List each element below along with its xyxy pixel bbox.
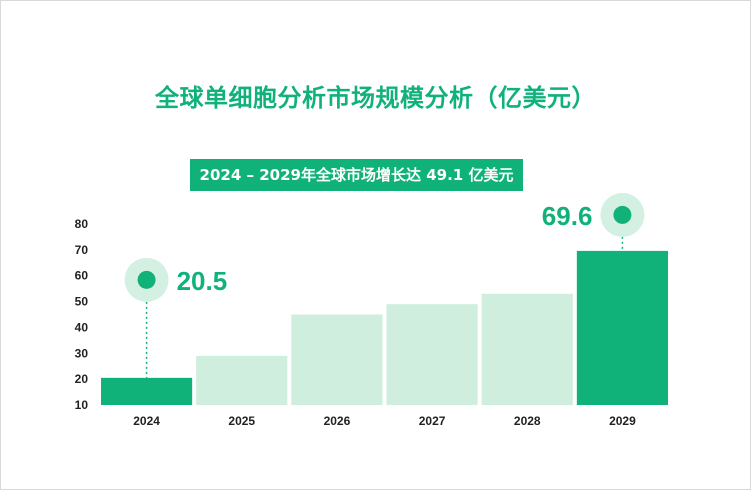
y-tick-label: 80	[75, 217, 89, 231]
x-tick-label: 2024	[133, 414, 160, 428]
bar-2029	[576, 250, 668, 405]
callouts: 20.5 69.6	[124, 192, 645, 378]
chart-title: 全球单细胞分析市场规模分析（亿美元）	[155, 84, 596, 112]
bar-2027	[386, 304, 478, 405]
callout-dot	[613, 205, 632, 224]
data-label: 20.5	[177, 266, 228, 296]
y-tick-label: 40	[75, 320, 89, 334]
bar-2028	[481, 293, 573, 405]
y-tick-label: 10	[75, 398, 89, 412]
bar-2024	[101, 377, 193, 405]
callout-dot	[137, 270, 156, 289]
x-tick-label: 2028	[514, 414, 541, 428]
y-tick-label: 30	[75, 346, 89, 360]
y-axis: 10 20 30 40 50 60 70 80	[75, 217, 89, 412]
bar-2026	[291, 314, 383, 405]
y-tick-label: 20	[75, 372, 89, 386]
x-tick-label: 2027	[419, 414, 446, 428]
x-axis: 2024 2025 2026 2027 2028 2029	[133, 414, 636, 428]
data-label: 69.6	[542, 201, 593, 231]
x-tick-label: 2026	[324, 414, 351, 428]
x-tick-label: 2029	[609, 414, 636, 428]
bar-series	[101, 250, 668, 405]
y-tick-label: 70	[75, 243, 89, 257]
subtitle-banner: 2024 – 2029年全球市场增长达 49.1 亿美元	[190, 159, 523, 191]
bar-2025	[196, 355, 288, 405]
y-tick-label: 60	[75, 269, 89, 283]
x-tick-label: 2025	[228, 414, 255, 428]
y-tick-label: 50	[75, 295, 89, 309]
subtitle-text: 2024 – 2029年全球市场增长达 49.1 亿美元	[199, 166, 514, 184]
